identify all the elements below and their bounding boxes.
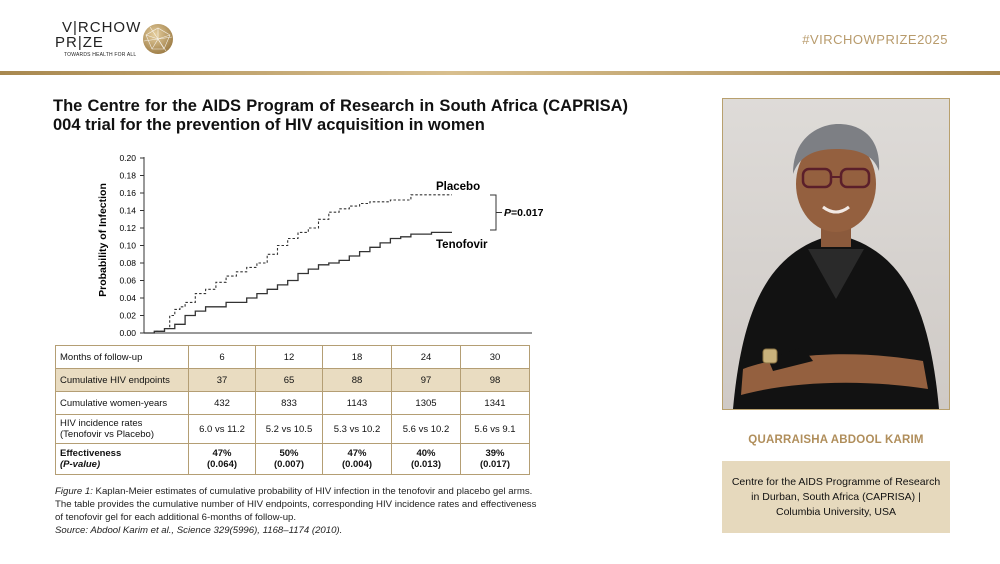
table-cell: 5.2 vs 10.5 [255,414,323,444]
table-cell: 39% (0.017) [460,443,530,475]
row-label: Months of follow-up [55,345,189,369]
effect-value: 50% [279,448,299,459]
table-cell: 88 [322,368,392,392]
portrait-illustration [733,124,939,409]
table-cell: 97 [391,368,461,392]
logo-line-1: V|RCHOW [62,19,142,36]
y-tick-label: 0.08 [119,258,136,268]
table-cell: 5.6 vs 9.1 [460,414,530,444]
table-cell: 40% (0.013) [391,443,461,475]
logo-line-2: PR|ZE [55,34,104,51]
table-cell: 5.3 vs 10.2 [322,414,392,444]
table-cell: 432 [188,391,256,415]
y-tick-label: 0.02 [119,311,136,321]
y-tick-label: 0.16 [119,188,136,198]
figure-caption: Figure 1: Kaplan-Meier estimates of cumu… [55,485,545,537]
table-cell: 24 [391,345,461,369]
y-tick-label: 0.18 [119,171,136,181]
table-cell: 1305 [391,391,461,415]
p-value: (0.007) [273,459,305,470]
p-value: (0.004) [341,459,373,470]
caption-source: Source: Abdool Karim et al., Science 329… [55,525,343,536]
effect-value: 47% [212,448,232,459]
hashtag[interactable]: #VIRCHOWPRIZE2025 [802,32,948,47]
row-label: Cumulative HIV endpoints [55,368,189,392]
laureate-portrait [722,98,950,410]
page-title: The Centre for the AIDS Program of Resea… [53,97,628,134]
row-label-line-1: HIV incidence rates [60,418,143,429]
table-row: Months of follow-up 6 12 18 24 30 [55,345,530,369]
table-cell: 65 [255,368,323,392]
p-value: (0.013) [410,459,442,470]
globe-icon [143,24,173,54]
table-cell: 50% (0.007) [255,443,323,475]
table-cell: 1341 [460,391,530,415]
placebo-label: Placebo [436,181,480,193]
table-cell: 5.6 vs 10.2 [391,414,461,444]
p-value-bracket [490,194,502,231]
row-label: Cumulative women-years [55,391,189,415]
table-cell: 47% (0.064) [188,443,256,475]
table-row: HIV incidence rates (Tenofovir vs Placeb… [55,414,530,444]
y-tick-label: 0.06 [119,276,136,286]
table-row: Cumulative women-years 432 833 1143 1305… [55,391,530,415]
laureate-name: QUARRAISHA ABDOOL KARIM [748,434,924,446]
table-cell: 6.0 vs 11.2 [188,414,256,444]
caption-text: Kaplan-Meier estimates of cumulative pro… [55,486,537,523]
table-cell: 12 [255,345,323,369]
table-cell: 47% (0.004) [322,443,392,475]
p-value-annotation: P=0.017 [504,207,544,219]
y-tick-label: 0.14 [119,206,136,216]
table-cell: 37 [188,368,256,392]
row-label-line-2: (P-value) [60,459,101,470]
p-value: (0.017) [479,459,511,470]
table-cell: 30 [460,345,530,369]
virchow-prize-logo: V|RCHOW PR|ZE TOWARDS HEALTH FOR ALL [55,20,195,60]
effect-value: 47% [347,448,367,459]
table-cell: 833 [255,391,323,415]
figure-label: Figure 1: [55,486,93,497]
p-value: (0.064) [206,459,238,470]
logo-tagline: TOWARDS HEALTH FOR ALL [64,52,137,58]
table-cell: 6 [188,345,256,369]
table-cell: 18 [322,345,392,369]
placebo-series-line [144,194,452,334]
table-row: Cumulative HIV endpoints 37 65 88 97 98 [55,368,530,392]
kaplan-meier-chart: Probability of Infection 0.00 0.02 0.04 0.0… [97,153,544,338]
row-label-line-2: (Tenofovir vs Placebo) [60,429,154,440]
row-label: HIV incidence rates (Tenofovir vs Placeb… [55,414,189,444]
y-tick-label: 0.10 [119,241,136,251]
results-table: Months of follow-up 6 12 18 24 30 Cumula… [55,345,530,475]
y-axis-label: Probability of Infection [97,183,109,297]
y-tick-label: 0.20 [119,153,136,163]
header-divider [0,71,1000,75]
effect-value: 39% [485,448,505,459]
effect-value: 40% [416,448,436,459]
laureate-affiliation: Centre for the AIDS Programme of Researc… [722,461,950,533]
y-tick-label: 0.04 [119,293,136,303]
table-cell: 98 [460,368,530,392]
y-tick-label: 0.12 [119,223,136,233]
row-label: Effectiveness (P-value) [55,443,189,475]
table-cell: 1143 [322,391,392,415]
tenofovir-series-line [144,231,452,334]
row-label-line-1: Effectiveness [60,448,122,459]
y-tick-label: 0.00 [119,328,136,338]
tenofovir-label: Tenofovir [436,239,488,251]
table-row: Effectiveness (P-value) 47% (0.064) 50% (0… [55,443,530,475]
